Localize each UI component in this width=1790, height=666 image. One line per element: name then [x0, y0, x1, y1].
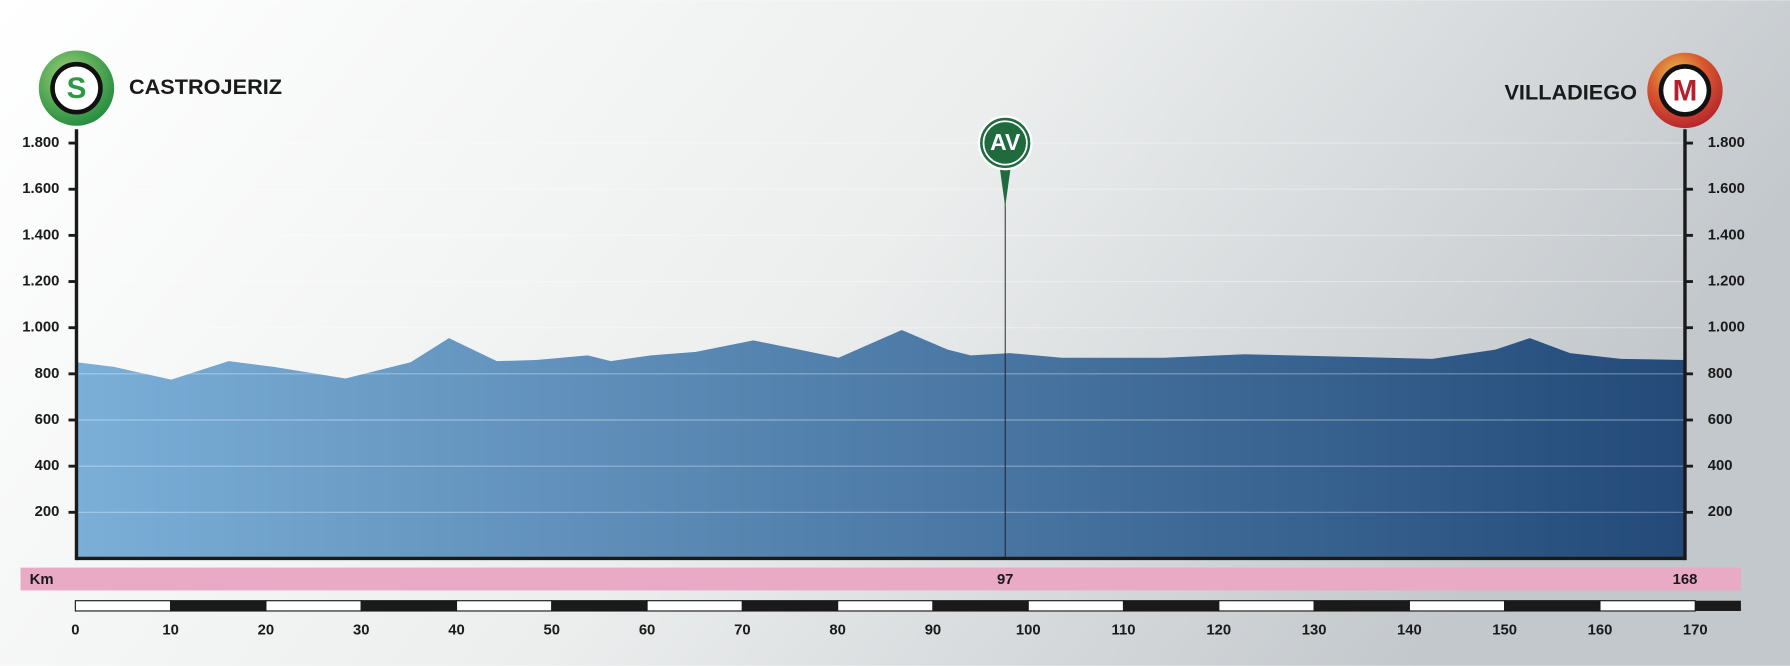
ruler-tick-label: 170 [1683, 622, 1708, 638]
start-badge: S CASTROJERIZ [38, 50, 282, 126]
profile-layer [76, 142, 1685, 559]
ruler-segment [1599, 600, 1696, 612]
elevation-area [76, 329, 1685, 559]
ruler-segment [932, 600, 1029, 612]
ruler-segment [646, 600, 743, 612]
ticks-layer: 200 200 400 400 600 600 800 800 1.000 1.000 1.200 1… [22, 115, 1745, 561]
y-tick-label: 800 [35, 366, 60, 382]
ruler-segment [551, 600, 648, 612]
ruler-tick-label: 130 [1302, 622, 1327, 638]
ruler-tick-label: 40 [448, 622, 465, 638]
y2-tick-label: 800 [1708, 366, 1733, 382]
ruler-segment [74, 600, 172, 612]
ruler-tick-label: 150 [1492, 622, 1517, 638]
ruler-segment [1313, 600, 1410, 612]
finish-icon-core [1658, 64, 1712, 117]
y2-tick-label: 1.600 [1708, 181, 1745, 197]
y-tick-label: 1.800 [22, 135, 59, 151]
marker-pin [999, 165, 1011, 207]
ruler-tick-label: 0 [71, 622, 79, 638]
km-bar [20, 567, 1741, 591]
start-name: CASTROJERIZ [129, 74, 282, 99]
ruler-segment [1408, 600, 1506, 612]
y-tick-label: 1.200 [22, 273, 59, 289]
ruler-segment [837, 600, 934, 612]
y-tick-label: 200 [35, 504, 60, 520]
y2-tick-label: 1.200 [1708, 273, 1745, 289]
ruler-segment [1218, 600, 1315, 612]
start-icon-letter: S [67, 72, 87, 105]
ruler-segment [265, 600, 362, 612]
y-tick-label: 1.400 [22, 227, 59, 243]
ruler-tick-label: 120 [1206, 622, 1231, 638]
finish-badge: M VILLADIEGO [1504, 52, 1723, 129]
ruler-segment [1504, 600, 1601, 612]
marker-label: AV [990, 129, 1021, 155]
km-distance-label: 168 [1673, 572, 1698, 588]
ruler-tick-label: 100 [1016, 622, 1041, 638]
km-label: Km [30, 572, 54, 588]
y-tick-label: 400 [35, 458, 60, 474]
y-tick-label: 1.000 [22, 320, 59, 336]
ruler-tick-label: 20 [258, 622, 275, 638]
y-tick-label: 1.600 [22, 181, 59, 197]
y2-tick-label: 1.800 [1708, 135, 1745, 151]
ruler-segment [1122, 600, 1220, 612]
y-tick-label: 600 [35, 412, 60, 428]
y2-tick-label: 1.400 [1708, 227, 1745, 243]
y2-tick-label: 1.000 [1708, 320, 1745, 336]
km-point-label: 97 [997, 572, 1013, 588]
y2-tick-label: 400 [1708, 458, 1733, 474]
ruler-segment [360, 600, 458, 612]
ruler-tick-label: 80 [829, 622, 845, 638]
ruler-tick-label: 50 [544, 622, 561, 638]
ruler-segment [741, 600, 839, 612]
marker-badge [977, 115, 1033, 171]
ruler-tick-label: 30 [353, 622, 370, 638]
finish-icon-letter: M [1673, 75, 1698, 108]
ruler-segment [455, 600, 553, 612]
marker-ring [982, 120, 1028, 166]
ruler-tick-label: 160 [1588, 622, 1613, 638]
ruler-tick-label: 10 [162, 622, 179, 638]
ruler-end [1695, 600, 1741, 611]
ruler-tick-label: 60 [639, 622, 655, 638]
y2-tick-label: 600 [1708, 412, 1733, 428]
ruler-tick-label: 90 [925, 622, 942, 638]
ruler-segment [1027, 600, 1125, 612]
ruler-tick-label: 110 [1112, 622, 1136, 638]
finish-name: VILLADIEGO [1504, 80, 1637, 105]
ruler-tick-label: 140 [1397, 622, 1422, 638]
ruler-tick-label: 70 [734, 622, 751, 638]
y2-tick-label: 200 [1708, 504, 1733, 520]
ruler: 0 10 20 30 40 50 60 70 80 90 100 110 120 130 140 150 160… [71, 600, 1741, 638]
ruler-segment [170, 600, 267, 612]
start-icon-core [50, 61, 103, 115]
